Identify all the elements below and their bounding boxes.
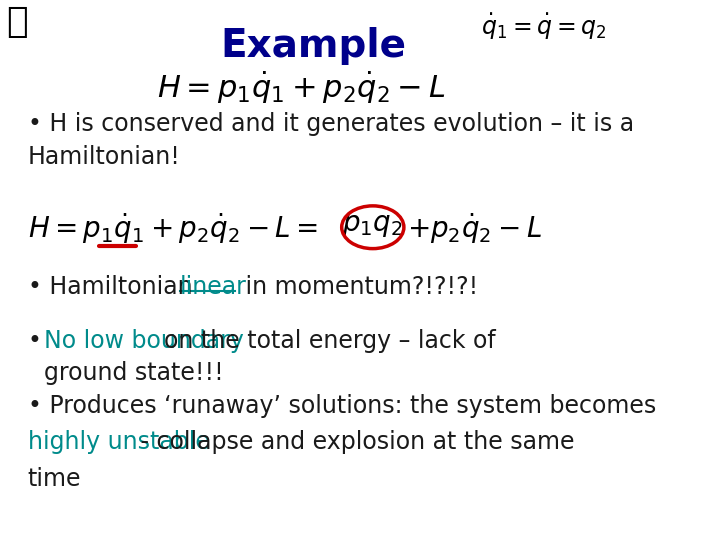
Text: •: • (27, 329, 49, 353)
Text: - collapse and explosion at the same: - collapse and explosion at the same (27, 430, 574, 454)
Text: highly unstable: highly unstable (27, 430, 210, 454)
Text: in momentum?!?!?!: in momentum?!?!?! (238, 275, 478, 299)
Text: $H = p_1\dot{q}_1 + p_2\dot{q}_2 - L$: $H = p_1\dot{q}_1 + p_2\dot{q}_2 - L$ (157, 70, 446, 106)
Text: 🦎: 🦎 (6, 5, 27, 39)
Text: $p_1q_2$: $p_1q_2$ (343, 211, 403, 239)
Text: • Hamiltonian: • Hamiltonian (27, 275, 199, 299)
Text: • Produces ‘runaway’ solutions: the system becomes: • Produces ‘runaway’ solutions: the syst… (27, 394, 656, 418)
Text: $+ p_2\dot{q}_2 - L$: $+ p_2\dot{q}_2 - L$ (407, 211, 542, 246)
Text: linear: linear (180, 275, 247, 299)
Text: No low boundary: No low boundary (45, 329, 244, 353)
Text: $H = p_1\dot{q}_1 + p_2\dot{q}_2 - L =$: $H = p_1\dot{q}_1 + p_2\dot{q}_2 - L =$ (27, 211, 318, 246)
Text: on the total energy – lack of
ground state!!!: on the total energy – lack of ground sta… (45, 329, 496, 386)
Text: $\dot{q}_1 = \dot{q} = q_2$: $\dot{q}_1 = \dot{q} = q_2$ (481, 11, 606, 42)
Text: time: time (27, 467, 81, 491)
Text: Example: Example (221, 27, 407, 65)
Text: • H is conserved and it generates evolution – it is a
Hamiltonian!: • H is conserved and it generates evolut… (27, 112, 634, 169)
